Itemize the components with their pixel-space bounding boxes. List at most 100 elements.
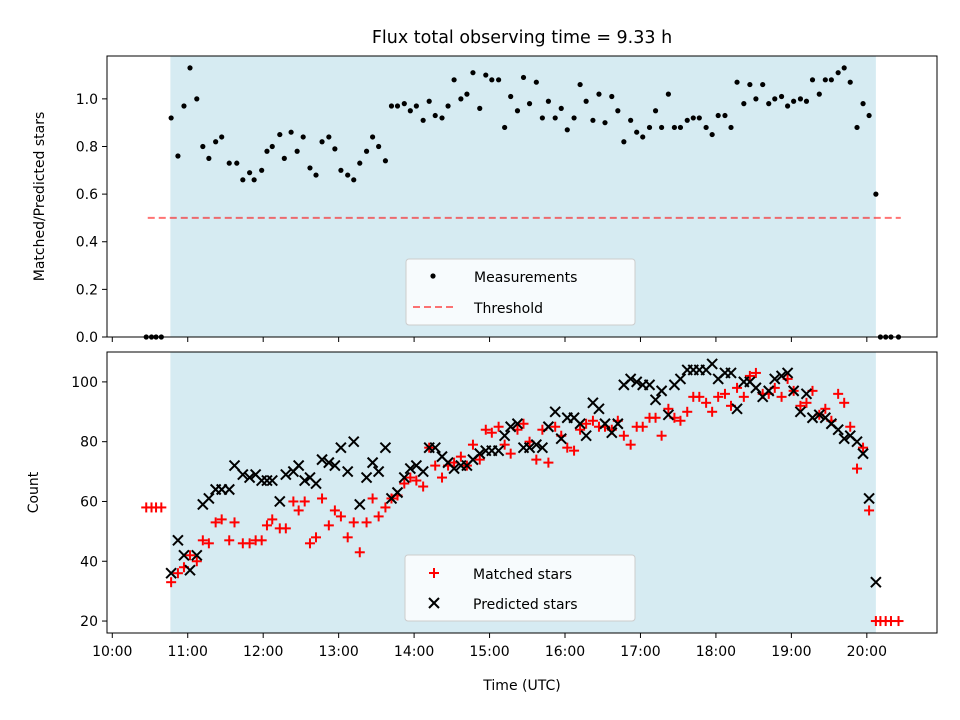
measurement-point [715, 112, 721, 119]
matched-star-point [719, 388, 730, 399]
measurement-point [496, 77, 502, 83]
measurement-point [791, 98, 797, 104]
top-y-axis-label: Matched/Predicted stars [32, 112, 48, 282]
matched-star-point [795, 400, 806, 411]
measurement-point [200, 143, 206, 150]
measurement-point [370, 134, 376, 140]
matched-star-point [474, 454, 485, 465]
measurement-point [539, 115, 545, 121]
predicted-star-point [606, 427, 618, 439]
measurement-point [828, 77, 834, 83]
measurement-point [277, 131, 283, 138]
measurement-point [652, 108, 659, 114]
measurement-point [483, 72, 489, 78]
measurement-point [206, 155, 212, 161]
matched-star-point [518, 418, 529, 429]
matched-star-point [858, 442, 869, 453]
predicted-star-point [366, 456, 379, 469]
measurement-point [520, 74, 527, 81]
predicted-star-point [178, 549, 190, 561]
measurement-point [621, 139, 627, 145]
predicted-star-point [223, 483, 235, 496]
measurement-point [319, 139, 325, 145]
predicted-star-point [787, 385, 800, 397]
measurement-point [628, 117, 634, 123]
measurement-point [760, 81, 766, 88]
x-axis-label: Time (UTC) [482, 678, 560, 694]
measurement-point [841, 65, 847, 71]
predicted-star-point [266, 474, 278, 487]
measurement-point [571, 115, 577, 121]
measurement-point [722, 112, 728, 119]
predicted-star-point [172, 534, 184, 547]
measurement-point [747, 81, 753, 88]
matched-star-point [261, 520, 272, 531]
predicted-star-point [165, 567, 177, 579]
predicted-star-point [203, 492, 215, 505]
legend-label-measurements: Measurements [474, 270, 577, 286]
measurement-point [696, 115, 702, 121]
matched-star-point [618, 430, 629, 441]
measurement-point [168, 115, 174, 121]
matched-star-point [581, 418, 592, 429]
measurement-point [451, 77, 457, 83]
matched-star-point [820, 403, 831, 414]
measurement-point [873, 191, 879, 197]
predicted-star-point [316, 453, 328, 466]
measurement-point [477, 105, 483, 111]
matched-star-point [663, 403, 674, 414]
measurement-point [401, 101, 407, 107]
legend-cross-glyph [428, 597, 440, 609]
predicted-star-point [863, 492, 875, 505]
predicted-star-point [504, 421, 517, 433]
measurement-point [264, 148, 270, 154]
x-tick-label: 11:00 [168, 644, 208, 660]
matched-star-point [411, 475, 422, 486]
measurement-point [357, 160, 363, 166]
y-tick-label: 1.0 [76, 92, 98, 108]
measurement-point [602, 120, 608, 126]
measurement-point [860, 101, 866, 107]
measurement-point [558, 105, 564, 111]
measurement-point [615, 108, 621, 114]
matched-star-point [493, 421, 504, 432]
matched-star-point [713, 391, 724, 402]
measurement-point [803, 98, 810, 104]
predicted-star-point [310, 477, 322, 490]
measurement-point [703, 124, 709, 131]
predicted-star-point [806, 412, 819, 424]
measurement-point [226, 160, 232, 166]
measurement-point [809, 77, 816, 83]
measurement-point [577, 81, 583, 88]
measurement-point [508, 93, 514, 100]
predicted-star-point [706, 358, 718, 370]
predicted-star-point [237, 468, 249, 481]
matched-star-point [197, 535, 208, 546]
measurement-point [854, 124, 860, 131]
predicted-star-point [655, 385, 668, 397]
measurement-point [426, 98, 432, 104]
measurement-point [665, 91, 671, 97]
matched-star-point [203, 538, 214, 549]
matched-star-point [323, 520, 334, 531]
measurement-point [445, 103, 451, 109]
matched-star-point [845, 421, 856, 432]
measurement-point [432, 112, 438, 119]
matched-star-point [732, 382, 743, 393]
matched-star-point [348, 517, 359, 528]
predicted-star-point [593, 403, 605, 415]
predicted-star-point [781, 367, 794, 379]
measurement-point [407, 108, 413, 114]
x-tick-label: 17:00 [620, 644, 660, 660]
measurement-point [194, 96, 200, 102]
predicted-star-point [674, 373, 687, 385]
predicted-star-point [649, 394, 662, 406]
count-marks [141, 358, 904, 627]
predicted-star-point [731, 403, 743, 415]
predicted-star-point [763, 385, 775, 397]
x-tick-label: 15:00 [469, 644, 509, 660]
matched-star-point [864, 505, 875, 516]
predicted-star-point [398, 471, 410, 484]
measurement-point [394, 103, 401, 109]
